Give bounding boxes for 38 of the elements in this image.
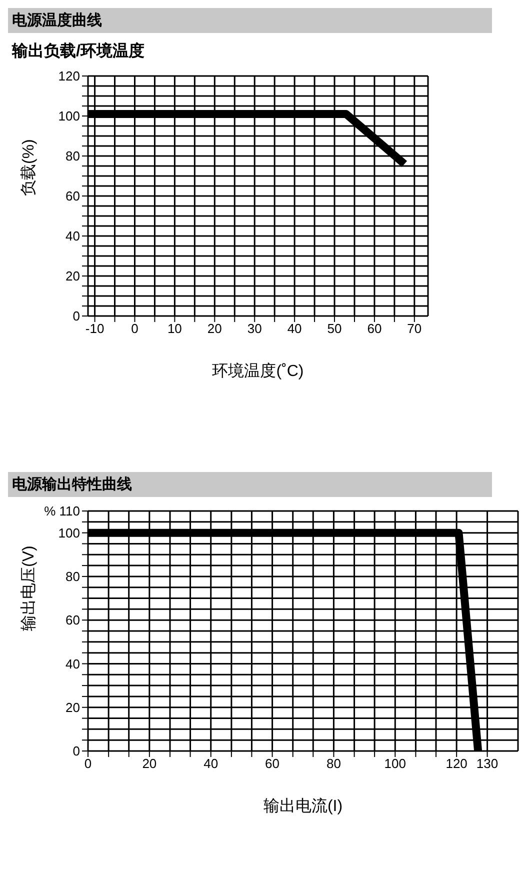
chart-subtitle: 输出负载/环境温度	[12, 41, 146, 62]
x-tick-label: 30	[247, 321, 262, 336]
x-axis-title: 环境温度(˚C)	[212, 362, 304, 380]
y-tick-label: 40	[66, 656, 80, 672]
x-tick-label: 70	[407, 321, 422, 336]
x-tick-label: 0	[84, 756, 92, 772]
x-tick-label: 20	[207, 321, 222, 336]
y-tick-label: 20	[66, 268, 80, 284]
x-tick-label: 50	[327, 321, 342, 336]
x-tick-label: 40	[204, 756, 218, 772]
x-tick-label: -10	[85, 321, 104, 336]
x-tick-label: 10	[167, 321, 182, 336]
y-tick-label: 60	[66, 188, 80, 204]
chart-title: 电源温度曲线	[8, 8, 492, 33]
y-tick-label: 0	[72, 744, 80, 759]
y-tick-label: % 110	[44, 504, 80, 519]
x-tick-label: 60	[367, 321, 382, 336]
x-tick-label: 130	[476, 756, 498, 772]
x-tick-label: 120	[446, 756, 468, 772]
y-tick-label: 80	[66, 569, 80, 584]
y-tick-label: 60	[66, 612, 80, 628]
y-tick-label: 40	[66, 228, 80, 244]
x-tick-label: 80	[326, 756, 341, 772]
x-tick-label: 0	[131, 321, 138, 336]
y-tick-label: 100	[58, 525, 80, 540]
x-tick-label: 100	[384, 756, 406, 772]
y-axis-title: 输出电压(V)	[20, 546, 38, 631]
chart-title: 电源输出特性曲线	[8, 472, 492, 497]
y-tick-label: 0	[72, 308, 80, 324]
y-tick-label: 80	[66, 148, 80, 164]
x-tick-label: 40	[287, 321, 302, 336]
y-axis-title: 负载(%)	[20, 139, 38, 196]
x-axis-title: 输出电流(I)	[263, 797, 343, 815]
x-tick-label: 20	[142, 756, 157, 772]
y-tick-label: 100	[58, 108, 80, 124]
y-tick-label: 20	[66, 700, 80, 715]
x-tick-label: 60	[265, 756, 280, 772]
y-tick-label: 120	[58, 68, 80, 84]
